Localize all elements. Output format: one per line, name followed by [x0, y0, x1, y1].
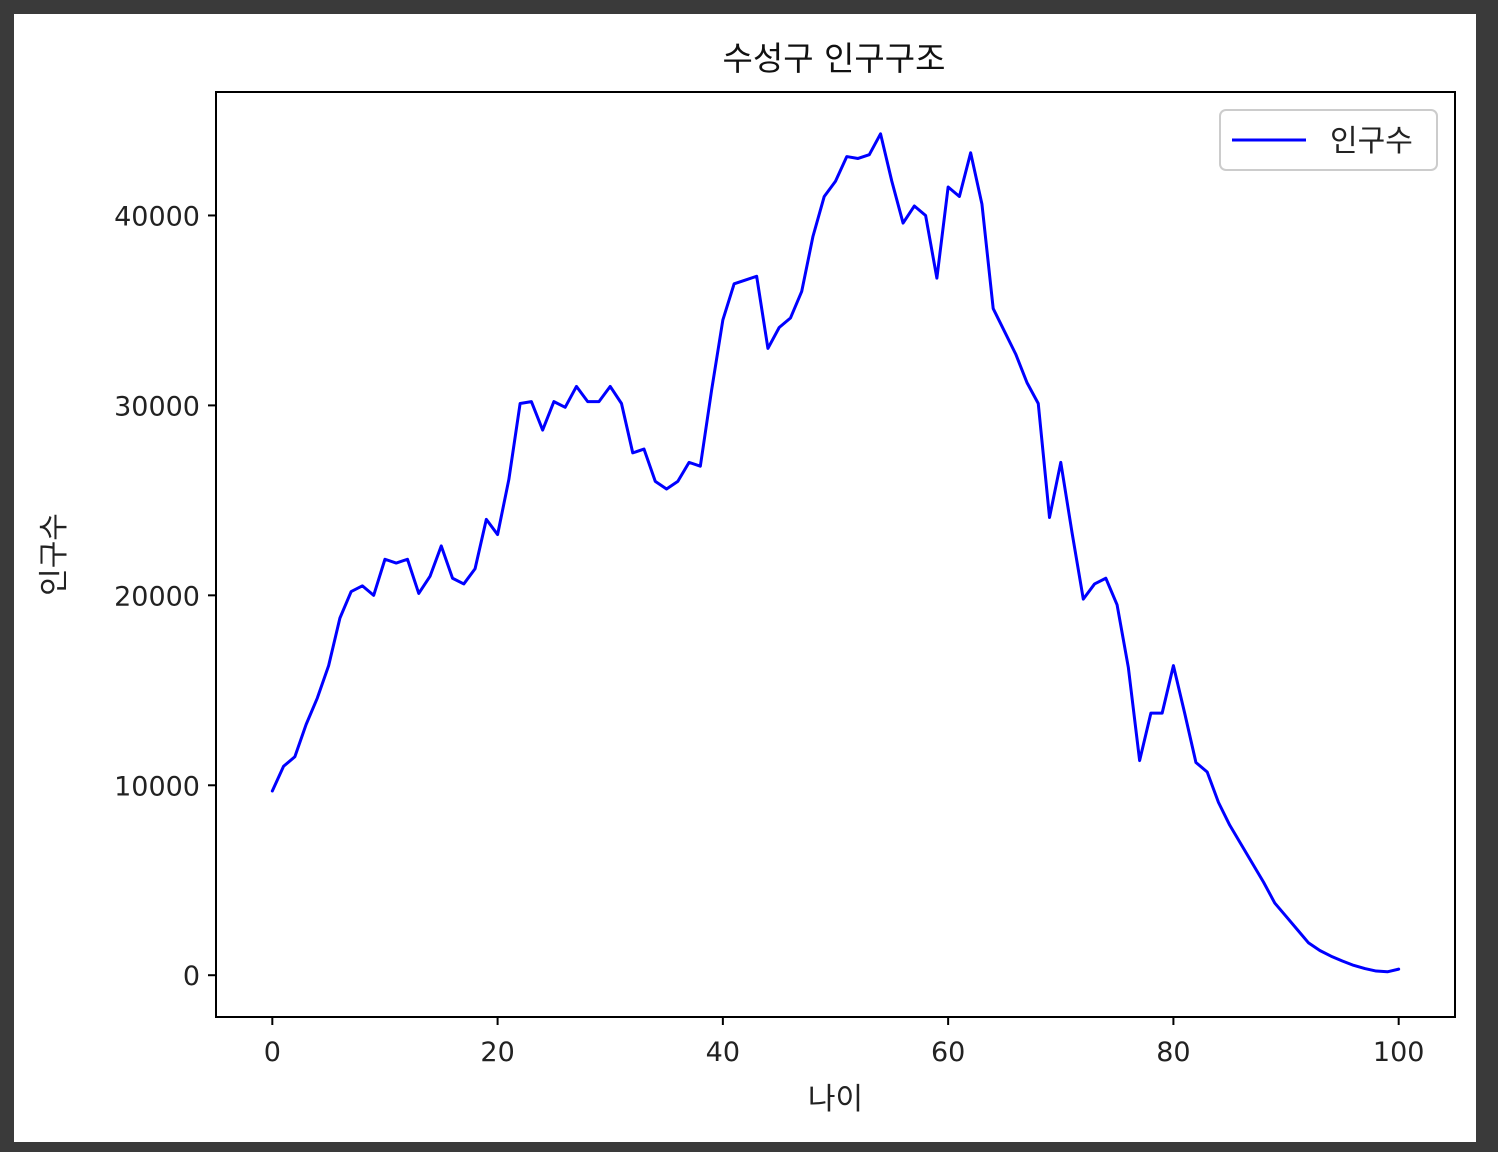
x-tick-label: 20	[480, 1037, 514, 1068]
x-tick-label: 80	[1156, 1037, 1190, 1068]
legend: 인구수	[1219, 109, 1438, 171]
x-tick-label: 100	[1373, 1037, 1425, 1068]
y-tick-label: 30000	[114, 391, 200, 422]
y-tick-label: 40000	[114, 201, 200, 232]
x-tick-label: 40	[706, 1037, 740, 1068]
y-tick-label: 20000	[114, 581, 200, 612]
y-axis: 0 10000 20000 30000 40000	[114, 201, 216, 992]
legend-label: 인구수	[1330, 124, 1413, 159]
y-tick-label: 10000	[114, 771, 200, 802]
chart: 수성구 인구구조 0 20 40 60 80 100 0 10000 20000 30000 40…	[37, 39, 1456, 1117]
x-tick-label: 60	[931, 1037, 965, 1068]
legend-box	[1219, 109, 1438, 171]
chart-frame: 수성구 인구구조 0 20 40 60 80 100 0 10000 20000 30000 40…	[14, 14, 1476, 1142]
x-axis: 0 20 40 60 80 100	[264, 1017, 1425, 1068]
chart-title: 수성구 인구구조	[722, 39, 945, 78]
series-line-0	[270, 132, 1401, 974]
x-tick-label: 0	[264, 1037, 281, 1068]
plot-frame	[215, 91, 1456, 1018]
y-tick-label: 0	[183, 961, 200, 992]
y-axis-title: 인구수	[37, 513, 72, 596]
plot-area: 0 20 40 60 80 100 0 10000 20000 30000 40000	[114, 91, 1456, 1068]
x-axis-title: 나이	[808, 1082, 863, 1117]
series-layer	[270, 132, 1401, 974]
